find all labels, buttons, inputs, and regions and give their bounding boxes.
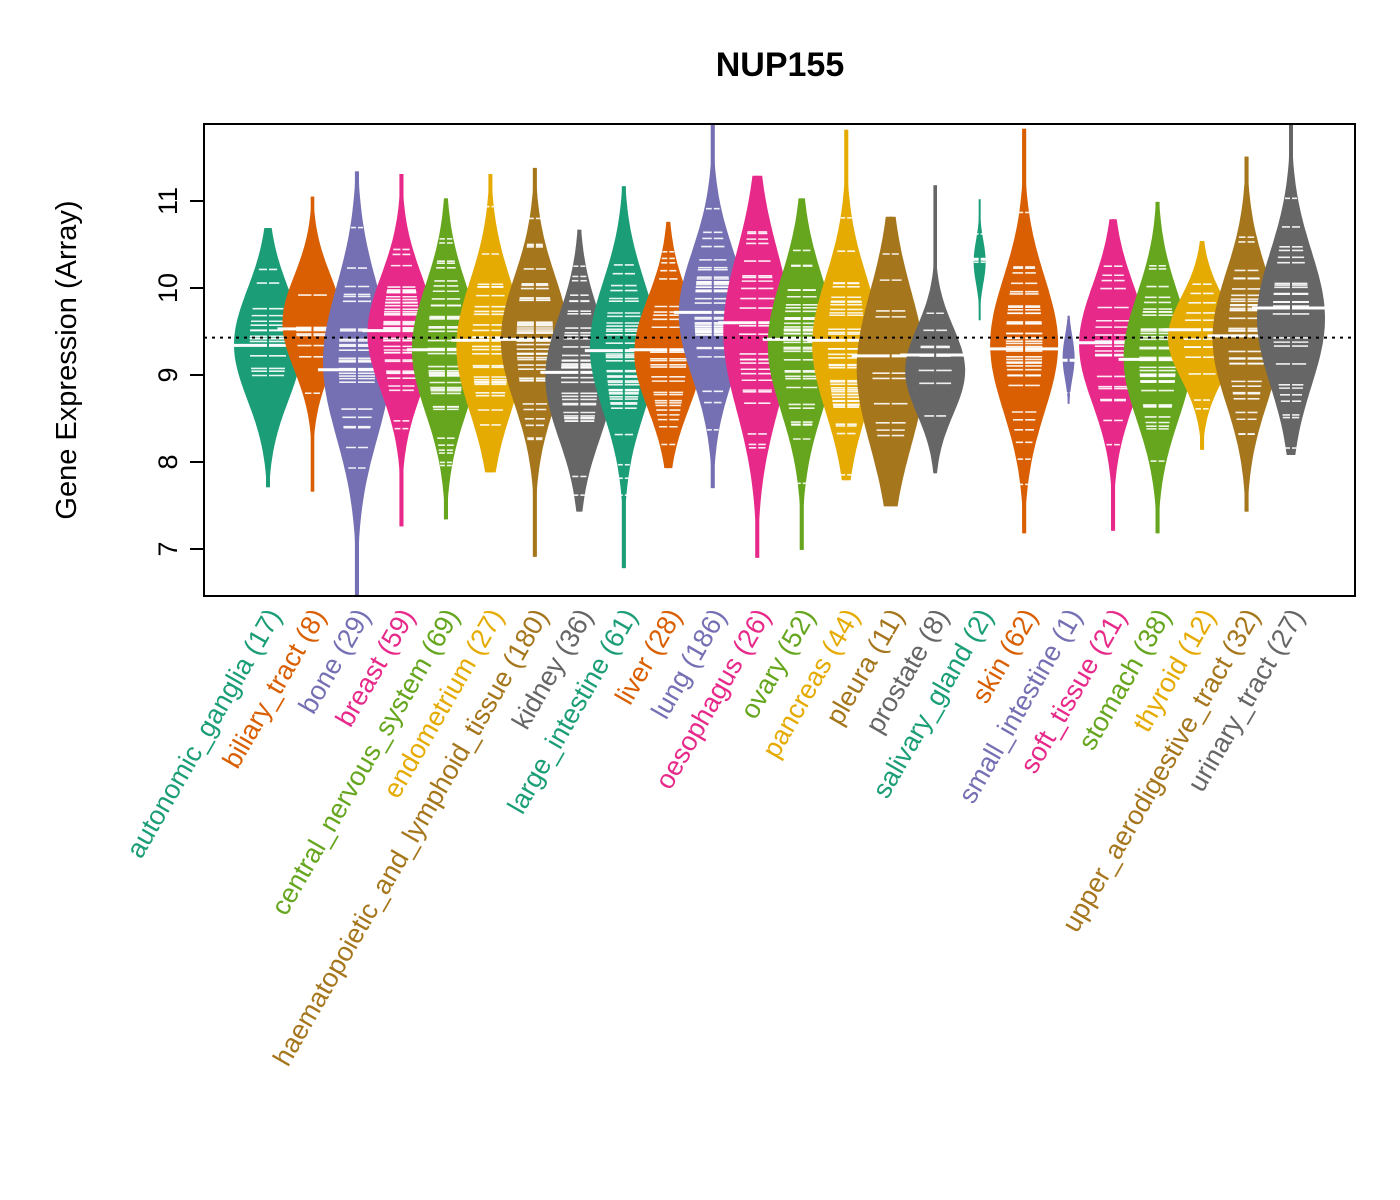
bean-skin bbox=[985, 128, 1064, 534]
bean-pleura bbox=[851, 216, 930, 507]
beans-layer bbox=[229, 123, 1330, 596]
bean-biliary_tract bbox=[277, 196, 348, 492]
y-tick-label: 7 bbox=[153, 541, 183, 556]
bean-lung bbox=[673, 123, 752, 489]
bean-thyroid bbox=[1163, 241, 1242, 450]
bean-haematopoietic_and_lymphoid_tissue bbox=[495, 167, 574, 557]
bean-large_intestine bbox=[584, 186, 663, 569]
bean-soft_tissue bbox=[1074, 219, 1153, 531]
bean-urinary_tract bbox=[1252, 123, 1330, 456]
y-tick-label: 8 bbox=[153, 454, 183, 469]
y-axis: 7 8 9 10 11 bbox=[153, 187, 204, 557]
bean-salivary_gland bbox=[968, 199, 991, 321]
bean-upper_aerodigestive_tract bbox=[1207, 156, 1286, 512]
chart-title: NUP155 bbox=[716, 46, 845, 84]
y-axis-label: Gene Expression (Array) bbox=[51, 200, 83, 519]
bean-prostate bbox=[900, 185, 971, 474]
x-axis-labels: autonomic_ganglia (17)biliary_tract (8)b… bbox=[120, 604, 1310, 1071]
bean-oesophagus bbox=[718, 175, 797, 558]
bean-autonomic_ganglia bbox=[229, 227, 307, 488]
y-tick-label: 10 bbox=[153, 273, 183, 303]
bean-small_intestine bbox=[1057, 315, 1080, 404]
y-tick-label: 9 bbox=[153, 367, 183, 382]
plot-frame bbox=[203, 123, 1356, 597]
bean-kidney bbox=[540, 229, 619, 512]
y-tick-label: 11 bbox=[153, 187, 183, 215]
bean-liver bbox=[629, 221, 708, 469]
